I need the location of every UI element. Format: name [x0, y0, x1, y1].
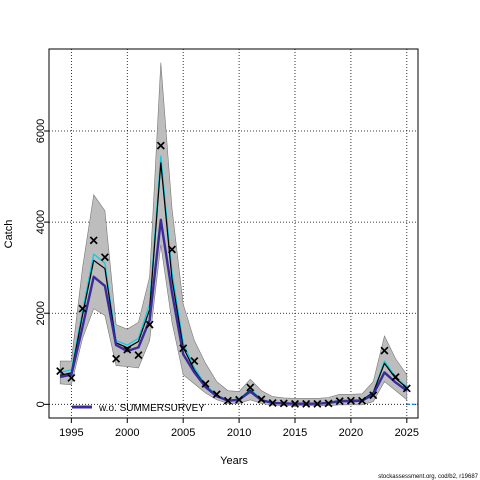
observed-point [268, 398, 277, 407]
observed-point [369, 391, 378, 400]
observed-point [212, 390, 221, 399]
observed-point [380, 346, 389, 355]
observed-point-stroke [257, 395, 266, 404]
observed-point-stroke [391, 372, 400, 382]
observed-point-stroke [123, 345, 132, 354]
confidence-band [59, 62, 408, 407]
x-tick-label: 2005 [171, 427, 195, 439]
x-tick-label: 1995 [59, 427, 83, 439]
x-tick-label: 2025 [395, 427, 419, 439]
observed-point [391, 372, 400, 382]
observed-point-stroke [346, 396, 355, 405]
observed-point [279, 399, 288, 408]
observed-point-stroke [324, 399, 333, 408]
x-tick-label: 2015 [283, 427, 307, 439]
credit-text: stockassessment.org, cod/b2, r19687 [378, 474, 478, 480]
observed-point [156, 141, 165, 150]
x-axis: 1995 2000 2005 2010 2015 2020 2025 [59, 418, 419, 439]
observed-point [89, 236, 98, 245]
observed-point-stroke [279, 399, 288, 408]
observed-point-stroke [179, 344, 188, 353]
observed-point [223, 396, 232, 405]
observed-point [246, 383, 255, 392]
legend-label: w.o. SUMMERSURVEY [98, 403, 205, 414]
x-tick-label: 2010 [227, 427, 251, 439]
observed-point [290, 399, 300, 408]
y-tick-label: 0 [35, 401, 47, 407]
observed-point [235, 395, 244, 404]
observed-point-stroke [100, 253, 109, 262]
x-axis-title: Years [220, 455, 248, 467]
legend: w.o. SUMMERSURVEY [72, 403, 205, 414]
observed-point [167, 245, 177, 254]
plot-frame [48, 48, 419, 419]
observed-point-stroke [246, 383, 255, 392]
observed-point-stroke [112, 354, 121, 363]
observed-point [67, 373, 76, 382]
observed-point-stroke [313, 399, 322, 408]
observed-point [335, 397, 344, 406]
observed-point-stroke [190, 357, 199, 366]
observed-point [302, 399, 311, 408]
observed-point-stroke [369, 391, 378, 400]
y-axis: 0 2000 4000 6000 [35, 119, 49, 407]
y-tick-label: 6000 [35, 119, 47, 143]
x-tick-label: 2020 [339, 427, 363, 439]
observed-point [78, 304, 87, 313]
observed-point-stroke [67, 373, 76, 382]
observed-point [358, 396, 367, 405]
confidence-band-layer [59, 62, 408, 407]
observed-point-stroke [134, 351, 143, 360]
observed-point [179, 344, 188, 353]
observed-point-stroke [268, 398, 277, 407]
observed-points-layer [56, 141, 411, 408]
observed-point [134, 351, 143, 360]
series-layer [59, 155, 418, 406]
observed-point [324, 399, 333, 408]
observed-point-stroke [167, 245, 177, 254]
observed-point [346, 396, 355, 405]
y-axis-title: Catch [3, 220, 15, 249]
observed-point-stroke [78, 304, 87, 313]
observed-point-stroke [201, 379, 210, 388]
observed-point-stroke [402, 384, 411, 393]
x-tick-label: 2000 [115, 427, 139, 439]
observed-point-stroke [223, 396, 232, 405]
observed-point [402, 384, 411, 393]
observed-point-stroke [212, 390, 221, 399]
observed-point-stroke [156, 141, 165, 150]
observed-point [100, 253, 109, 262]
observed-point [112, 354, 121, 363]
observed-point-stroke [302, 399, 311, 408]
series-line-3 [59, 218, 408, 405]
observed-point-stroke [290, 399, 300, 408]
observed-point [313, 399, 322, 408]
observed-point-stroke [89, 236, 98, 245]
observed-point [123, 345, 132, 354]
observed-point [56, 367, 65, 376]
observed-point-stroke [380, 346, 389, 355]
observed-point [201, 379, 210, 388]
observed-point-stroke [235, 395, 244, 404]
observed-point-stroke [358, 396, 367, 405]
observed-point [257, 395, 266, 404]
observed-point [190, 357, 199, 366]
observed-point-stroke [145, 320, 154, 329]
y-tick-label: 4000 [35, 210, 47, 234]
y-tick-label: 2000 [35, 301, 47, 325]
observed-point [145, 320, 154, 329]
observed-point-stroke [335, 397, 344, 406]
observed-point-stroke [56, 367, 65, 376]
